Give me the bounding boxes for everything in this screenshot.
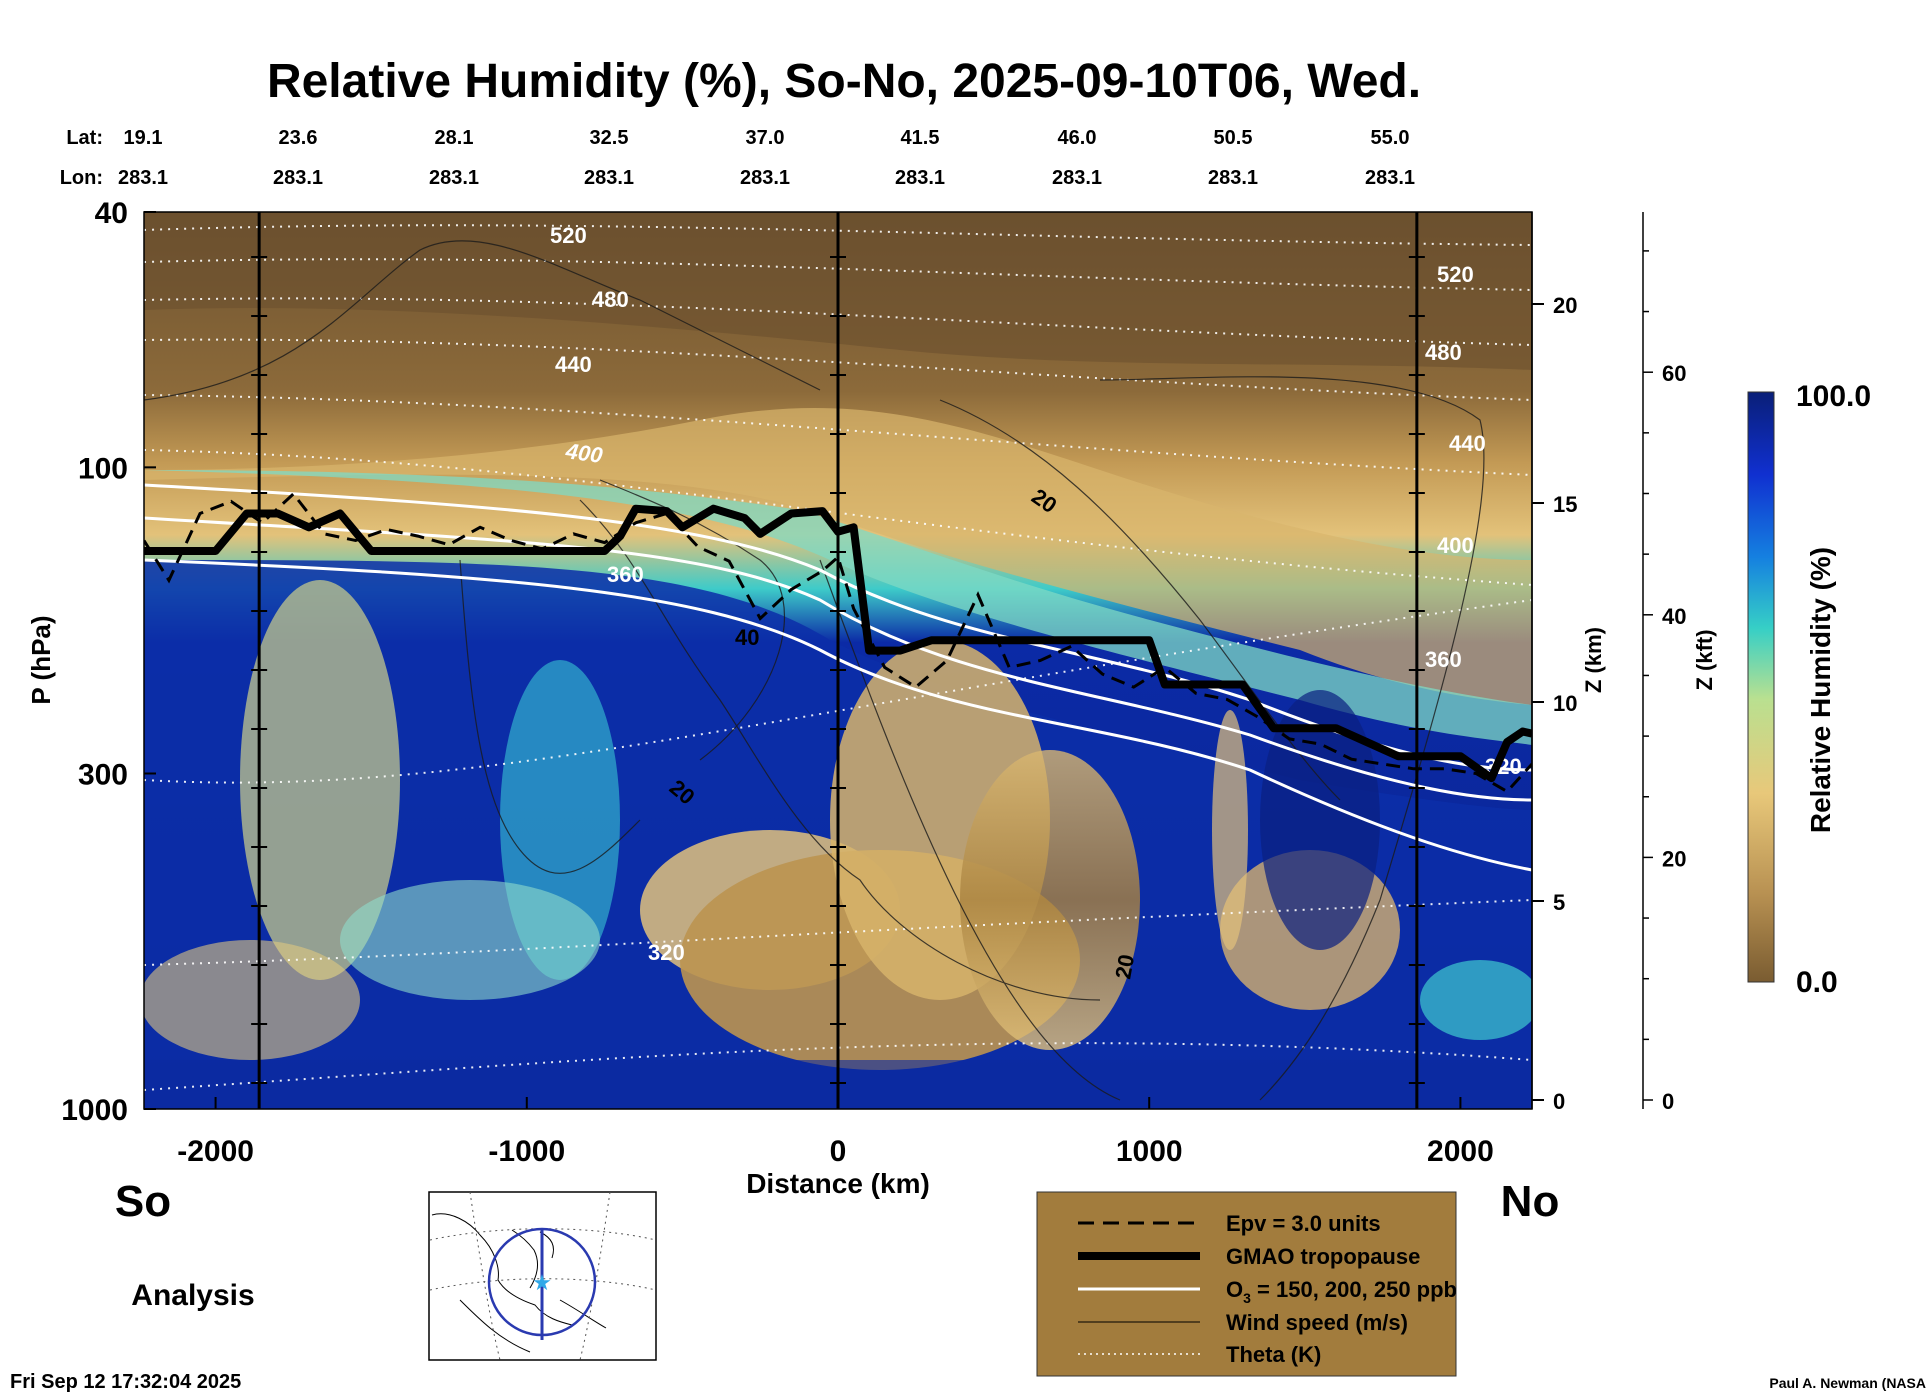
z-kft-tick-label: 40 — [1662, 604, 1686, 629]
wind-label: 20 — [1110, 952, 1139, 980]
legend-label-theta: Theta (K) — [1226, 1342, 1321, 1367]
colorbar — [1747, 391, 1775, 983]
theta-label: 360 — [1425, 647, 1462, 672]
theta-label: 400 — [1437, 533, 1474, 558]
lon-value: 283.1 — [118, 167, 168, 189]
north-label: No — [1501, 1177, 1560, 1226]
z-km-tick-label: 10 — [1553, 691, 1577, 716]
theta-label: 440 — [555, 352, 592, 377]
z-km-tick-label: 0 — [1553, 1089, 1565, 1114]
lat-value: 19.1 — [124, 127, 163, 149]
x-axis-label: Distance (km) — [746, 1168, 930, 1199]
inset-map: ★ — [428, 1191, 657, 1361]
author-credit: Paul A. Newman (NASA — [1769, 1375, 1926, 1391]
z-kft-axis: 0 20 40 60 — [1642, 212, 1686, 1114]
x-tick-label: 2000 — [1427, 1135, 1494, 1168]
lat-value: 46.0 — [1058, 127, 1097, 149]
theta-label: 480 — [1425, 340, 1462, 365]
lon-value: 283.1 — [584, 167, 634, 189]
z-km-tick-label: 20 — [1553, 293, 1577, 318]
x-tick-label: 1000 — [1116, 1135, 1183, 1168]
colorbar-max: 100.0 — [1796, 380, 1871, 413]
lon-value: 283.1 — [273, 167, 323, 189]
x-tick-label: -1000 — [488, 1135, 565, 1168]
p-tick-label: 40 — [95, 197, 128, 230]
colorbar-label: Relative Humidity (%) — [1805, 547, 1836, 833]
rh-heatmap: 20 40 20 20 520 480 440 400 360 320 520 … — [144, 212, 1532, 1109]
timestamp: Fri Sep 12 17:32:04 2025 — [10, 1371, 241, 1393]
theta-label: 360 — [607, 562, 644, 587]
south-label: So — [115, 1177, 171, 1226]
legend-label-ozone: O3 = 150, 200, 250 ppb — [1226, 1277, 1457, 1306]
theta-label: 400 — [563, 438, 605, 468]
lat-value: 41.5 — [901, 127, 940, 149]
colorbar-min: 0.0 — [1796, 966, 1838, 999]
theta-label: 520 — [1437, 262, 1474, 287]
lon-value: 283.1 — [1052, 167, 1102, 189]
theta-label: 520 — [550, 223, 587, 248]
lat-label: Lat: — [66, 127, 103, 149]
x-tick-label: 0 — [830, 1135, 847, 1168]
analysis-label: Analysis — [131, 1279, 254, 1312]
lon-label: Lon: — [60, 167, 103, 189]
lon-value: 283.1 — [895, 167, 945, 189]
lat-value: 28.1 — [435, 127, 474, 149]
chart-title: Relative Humidity (%), So-No, 2025-09-10… — [267, 55, 1421, 108]
z-kft-label: Z (kft) — [1692, 629, 1717, 690]
lat-value: 37.0 — [746, 127, 785, 149]
wind-label: 40 — [735, 625, 759, 650]
lat-value: 55.0 — [1371, 127, 1410, 149]
z-km-label: Z (km) — [1581, 627, 1606, 693]
x-axis: -2000 -1000 0 1000 2000 — [177, 1097, 1494, 1168]
z-kft-tick-label: 20 — [1662, 846, 1686, 871]
legend-label-epv: Epv = 3.0 units — [1226, 1211, 1381, 1236]
z-km-axis: 0 5 10 15 20 — [1531, 212, 1577, 1114]
z-km-tick-label: 15 — [1553, 492, 1577, 517]
lon-value: 283.1 — [1208, 167, 1258, 189]
legend-label-tropopause: GMAO tropopause — [1226, 1244, 1420, 1269]
lat-value: 50.5 — [1214, 127, 1253, 149]
marker-lines — [251, 212, 1425, 1109]
z-kft-tick-label: 0 — [1662, 1089, 1674, 1114]
lat-lon-header: 19.1 23.6 28.1 32.5 37.0 41.5 46.0 50.5 55.0 283.… — [118, 127, 1415, 189]
z-kft-tick-label: 60 — [1662, 361, 1686, 386]
theta-label: 480 — [592, 287, 629, 312]
p-tick-label: 100 — [78, 452, 128, 485]
epv-line — [144, 491, 1532, 794]
theta-label: 320 — [648, 940, 685, 965]
y-axis-label: P (hPa) — [26, 615, 56, 704]
tropopause-line — [144, 504, 1532, 783]
lon-value: 283.1 — [429, 167, 479, 189]
p-tick-label: 300 — [78, 758, 128, 791]
legend: Epv = 3.0 units GMAO tropopause O3 = 150… — [1036, 1191, 1457, 1377]
pressure-axis: 40 100 300 1000 — [61, 197, 156, 1127]
lon-value: 283.1 — [1365, 167, 1415, 189]
lat-value: 23.6 — [279, 127, 318, 149]
lat-value: 32.5 — [590, 127, 629, 149]
center-star-icon: ★ — [532, 1270, 552, 1295]
legend-label-wind: Wind speed (m/s) — [1226, 1310, 1408, 1335]
x-tick-label: -2000 — [177, 1135, 254, 1168]
z-km-tick-label: 5 — [1553, 890, 1565, 915]
lon-value: 283.1 — [740, 167, 790, 189]
theta-label: 440 — [1449, 431, 1486, 456]
p-tick-label: 1000 — [61, 1094, 128, 1127]
